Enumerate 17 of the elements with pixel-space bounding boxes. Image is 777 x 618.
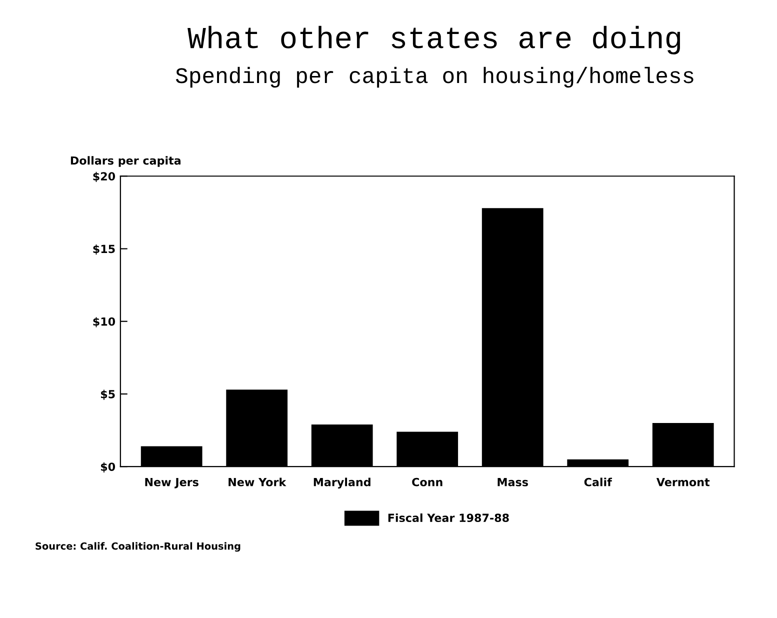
y-tick-label: $20 — [93, 172, 116, 182]
x-tick-label: New Jers — [145, 478, 198, 488]
x-tick-label: Conn — [412, 478, 442, 486]
y-tick-label: $5 — [100, 390, 115, 400]
x-tick-label: New York — [228, 478, 286, 486]
x-tick-label: Calif — [584, 478, 612, 486]
y-axis-title: Dollars per capita — [70, 156, 180, 167]
legend-label: Fiscal Year 1987-88 — [388, 513, 509, 522]
y-tick-label: $0 — [100, 462, 116, 472]
x-tick-label: Vermont — [656, 478, 710, 486]
source-note: Source: Calif. Coalition-Rural Housing — [36, 542, 240, 552]
y-tick-label: $10 — [93, 317, 116, 328]
x-tick-label: Mass — [498, 478, 528, 486]
y-tick-label: $15 — [93, 244, 115, 255]
chart-subtitle: Spending per capita on housing/homeless — [176, 66, 694, 88]
x-tick-label: Maryland — [314, 478, 370, 489]
chart-title: What other states are doing — [188, 26, 680, 54]
